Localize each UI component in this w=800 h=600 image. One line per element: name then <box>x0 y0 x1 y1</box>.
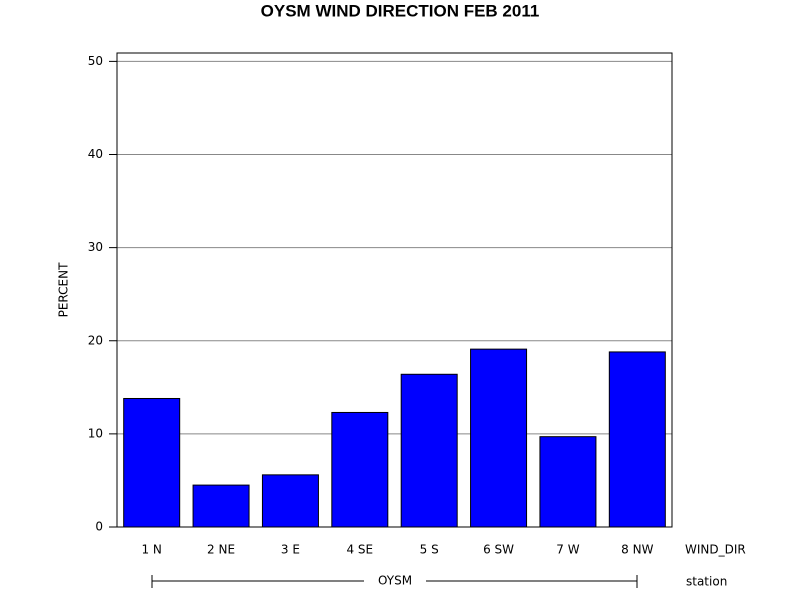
y-tick-label: 40 <box>88 147 103 161</box>
y-tick-label: 20 <box>88 333 103 347</box>
x-axis-label: WIND_DIR <box>685 543 746 557</box>
bar <box>123 397 181 528</box>
bar <box>261 474 319 528</box>
bar <box>470 348 528 528</box>
bar <box>192 484 250 528</box>
x-tick-label: 4 SE <box>346 543 373 557</box>
group-axis-label: station <box>686 575 727 589</box>
x-tick-label: 7 W <box>556 543 579 557</box>
y-tick-label: 10 <box>88 426 103 440</box>
x-tick-label: 8 NW <box>621 543 653 557</box>
y-tick-label: 0 <box>95 520 103 534</box>
y-axis-label: PERCENT <box>57 262 71 317</box>
x-tick-label: 5 S <box>420 543 439 557</box>
bar <box>539 436 597 528</box>
y-tick-label: 50 <box>88 54 103 68</box>
chart-title: OYSM WIND DIRECTION FEB 2011 <box>261 1 540 20</box>
x-tick-label: 3 E <box>281 543 300 557</box>
x-tick-label: 2 NE <box>207 543 235 557</box>
bar <box>608 351 666 528</box>
y-tick-label: 30 <box>88 240 103 254</box>
bar <box>331 411 389 528</box>
x-tick-label: 1 N <box>141 543 161 557</box>
bar <box>400 373 458 528</box>
plot-frame <box>116 52 673 528</box>
x-tick-label: 6 SW <box>483 543 514 557</box>
group-label: OYSM <box>378 574 412 588</box>
